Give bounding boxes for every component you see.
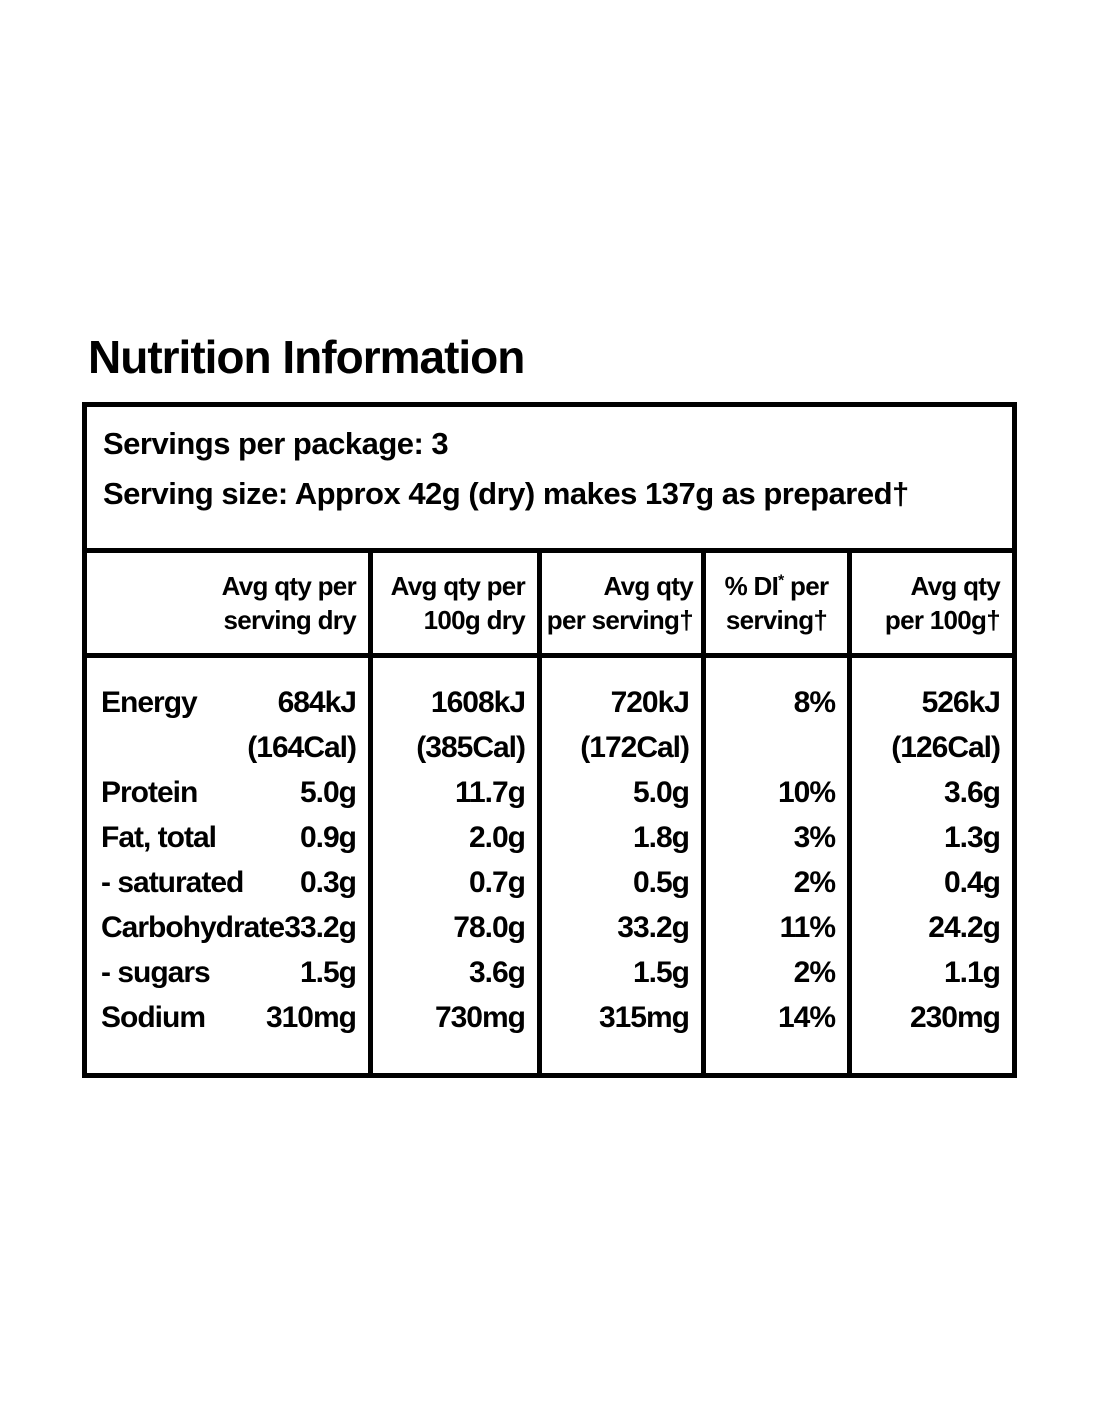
asterisk-mark: * (778, 572, 784, 590)
header-line: Avg qty (910, 571, 1001, 601)
nutrition-table: Avg qty per serving dry Avg qty per 100g… (87, 553, 1012, 1073)
nutrient-value: 3% (793, 821, 836, 854)
column-per-serving: 720kJ (172Cal) 5.0g 1.8g 0.5g 33.2g 1.5g… (542, 658, 701, 1073)
nutrient-value: 11% (779, 911, 836, 944)
header-avg-qty-per-100g-dry: Avg qty per 100g dry (373, 553, 537, 653)
nutrient-value: 2% (793, 956, 836, 989)
nutrient-value: 0.7g (468, 866, 526, 899)
nutrient-value: (126Cal) (891, 731, 1001, 764)
header-avg-qty-per-serving-dry: Avg qty per serving dry (87, 553, 368, 653)
nutrient-value: 3.6g (943, 776, 1001, 809)
nutrient-value: 1608kJ (430, 686, 526, 719)
nutrient-value: 310mg (265, 1001, 357, 1034)
column-per-100g-dry: 1608kJ (385Cal) 11.7g 2.0g 0.7g 78.0g 3.… (373, 658, 537, 1073)
nutrient-value: 5.0g (632, 776, 690, 809)
nutrient-value: 0.5g (632, 866, 690, 899)
nutrient-value: (164Cal) (247, 731, 357, 764)
nutrient-value: 11.7g (454, 776, 526, 809)
table-row: Energy 684kJ (87, 680, 368, 725)
header-di-text: per (783, 571, 829, 601)
header-line: Avg qty per (221, 571, 357, 601)
nutrient-value: 10% (777, 776, 836, 809)
header-line: 100g dry (423, 605, 526, 635)
nutrient-value: (172Cal) (580, 731, 690, 764)
nutrient-value (706, 725, 835, 770)
nutrient-value: 14% (777, 1001, 836, 1034)
header-avg-qty-per-100g: Avg qty per 100g† (852, 553, 1012, 653)
nutrient-label: Carbohydrate (101, 911, 285, 944)
table-row: Fat, total 0.9g (87, 815, 368, 860)
table-row: (164Cal) (87, 725, 368, 770)
header-line: Avg qty per (390, 571, 526, 601)
nutrient-value: 720kJ (610, 686, 690, 719)
servings-per-package: Servings per package: 3 (103, 426, 449, 461)
column-per-100g: 526kJ (126Cal) 3.6g 1.3g 0.4g 24.2g 1.1g… (852, 658, 1012, 1073)
nutrient-label: - sugars (101, 956, 211, 989)
header-line: serving dry (223, 605, 357, 635)
nutrient-value: 8% (793, 686, 836, 719)
table-row: - sugars 1.5g (87, 950, 368, 995)
nutrient-value: 1.1g (943, 956, 1001, 989)
table-row: Carbohydrate 33.2g (87, 905, 368, 950)
nutrient-value: (385Cal) (416, 731, 526, 764)
nutrient-label: Fat, total (101, 821, 217, 854)
header-avg-qty-per-serving: Avg qty per serving† (542, 553, 701, 653)
nutrient-label: Energy (101, 686, 198, 719)
table-row: Sodium 310mg (87, 995, 368, 1040)
nutrient-value: 3.6g (468, 956, 526, 989)
nutrient-value: 2% (793, 866, 836, 899)
table-row: - saturated 0.3g (87, 860, 368, 905)
nutrient-value: 33.2g (284, 911, 357, 944)
nutrient-value: 0.3g (299, 866, 357, 899)
header-line: per 100g† (884, 605, 1001, 635)
header-line: per serving† (546, 605, 694, 635)
header-line: serving† (725, 605, 828, 635)
serving-info-box: Servings per package: 3 Serving size: Ap… (87, 407, 1012, 548)
nutrient-value: 315mg (598, 1001, 690, 1034)
serving-size: Serving size: Approx 42g (dry) makes 137… (103, 476, 909, 511)
nutrient-value: 5.0g (299, 776, 357, 809)
nutrition-panel: Servings per package: 3 Serving size: Ap… (82, 402, 1017, 1078)
table-row: Protein 5.0g (87, 770, 368, 815)
nutrient-value: 33.2g (617, 911, 690, 944)
nutrient-value: 684kJ (277, 686, 357, 719)
header-percent-di-per-serving: % DI* per serving† (706, 553, 847, 653)
nutrient-value: 78.0g (453, 911, 526, 944)
nutrient-value: 0.9g (299, 821, 357, 854)
header-line: Avg qty (603, 571, 694, 601)
column-serving-dry: Energy 684kJ (164Cal) Protein 5.0g Fat, to… (87, 658, 368, 1073)
nutrient-value: 526kJ (921, 686, 1001, 719)
nutrient-value: 730mg (434, 1001, 526, 1034)
nutrient-value: 1.3g (943, 821, 1001, 854)
nutrient-label: Protein (101, 776, 198, 809)
nutrient-value: 24.2g (928, 911, 1001, 944)
nutrient-label: Sodium (101, 1001, 206, 1034)
nutrient-value: 230mg (909, 1001, 1001, 1034)
header-line: % DI* per (724, 569, 830, 603)
nutrient-label: - saturated (101, 866, 244, 899)
nutrient-value: 0.4g (943, 866, 1001, 899)
nutrient-value: 1.5g (299, 956, 357, 989)
header-di-text: % DI (724, 571, 779, 601)
column-di-percent: 8% 10% 3% 2% 11% 2% 14% (706, 658, 847, 1073)
nutrient-value: 1.8g (632, 821, 690, 854)
nutrient-value: 2.0g (468, 821, 526, 854)
page-title: Nutrition Information (88, 331, 525, 383)
nutrient-value: 1.5g (632, 956, 690, 989)
